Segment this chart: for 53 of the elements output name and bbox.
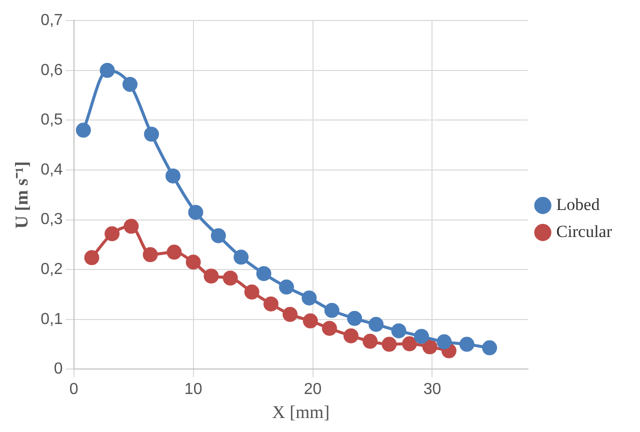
point xyxy=(256,266,272,282)
point xyxy=(124,218,139,234)
point xyxy=(422,339,438,354)
point xyxy=(382,336,397,352)
point xyxy=(165,168,180,184)
x-tick-label: 10 xyxy=(184,381,202,398)
y-tick-label: 0,4 xyxy=(40,161,63,178)
point xyxy=(459,336,474,352)
point xyxy=(278,280,294,295)
point xyxy=(210,228,226,244)
x-tick-label: 20 xyxy=(304,381,322,398)
point xyxy=(347,310,362,326)
legend-label: Lobed xyxy=(556,194,600,214)
y-tick-label: 0,6 xyxy=(40,62,63,79)
point xyxy=(76,122,91,138)
point xyxy=(322,320,337,336)
point xyxy=(222,270,238,286)
y-tick-label: 0,3 xyxy=(40,211,63,228)
point xyxy=(100,62,115,78)
point xyxy=(391,323,406,338)
point xyxy=(234,250,249,265)
point xyxy=(142,247,158,262)
point xyxy=(282,306,298,322)
point xyxy=(302,290,317,306)
y-tick-label: 0,5 xyxy=(40,112,63,129)
x-axis-title: X [mm] xyxy=(272,402,330,422)
y-tick-label: 0 xyxy=(54,360,63,378)
point xyxy=(324,302,340,318)
point xyxy=(188,204,204,220)
point xyxy=(104,226,120,242)
y-tick-label: 0,7 xyxy=(40,12,63,30)
y-tick-label: 0,1 xyxy=(40,310,63,328)
x-tick-label: 30 xyxy=(423,381,442,398)
legend-label: Circular xyxy=(556,222,612,241)
point xyxy=(244,284,260,300)
point xyxy=(204,268,219,284)
point xyxy=(302,313,318,328)
point xyxy=(122,76,138,92)
point xyxy=(368,316,384,332)
point xyxy=(482,340,498,356)
point xyxy=(186,254,201,270)
point xyxy=(166,244,182,260)
point xyxy=(84,250,100,266)
x-tick-label: 0 xyxy=(69,381,78,398)
point xyxy=(414,328,429,344)
y-axis-title: U [m s⁻¹] xyxy=(11,161,32,229)
point xyxy=(263,296,278,312)
point xyxy=(362,334,378,349)
point xyxy=(402,336,418,352)
point xyxy=(436,334,452,350)
y-tick-label: 0,2 xyxy=(40,261,63,278)
point xyxy=(343,328,358,344)
point xyxy=(144,126,159,142)
